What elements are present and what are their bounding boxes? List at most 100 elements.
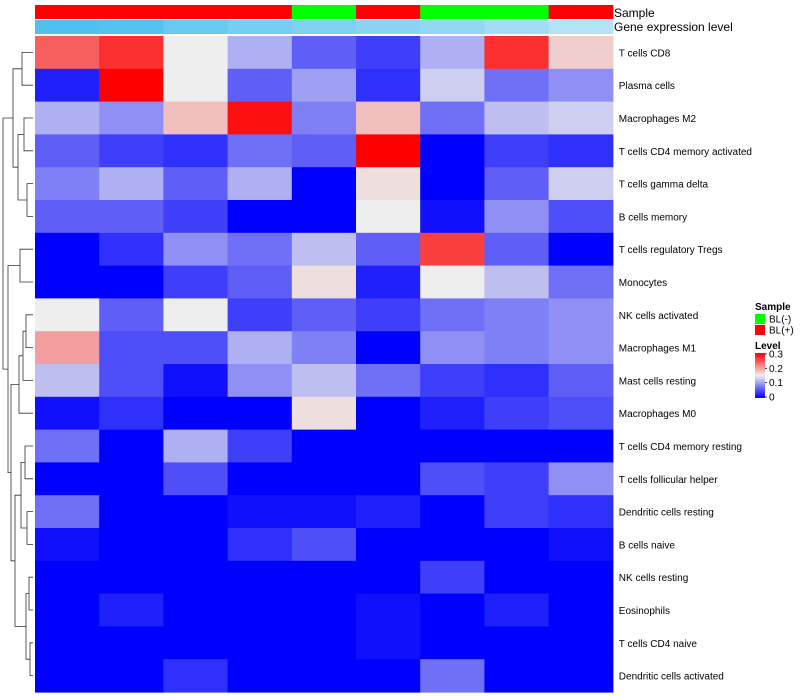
heatmap-cell <box>548 593 614 627</box>
heatmap-cell <box>99 626 164 660</box>
heatmap-cell <box>356 364 421 398</box>
heatmap-cell <box>420 200 485 234</box>
row-label: Dendritic cells activated <box>619 672 724 683</box>
heatmap-cell <box>99 36 164 70</box>
heatmap-cell <box>484 200 550 234</box>
heatmap-cell <box>484 396 550 431</box>
expression-annotation-cell <box>291 20 357 34</box>
heatmap-cell <box>163 364 229 398</box>
heatmap-cell <box>356 68 421 103</box>
heatmap-cell <box>227 528 293 562</box>
heatmap-cell <box>227 101 293 135</box>
sample-annotation-cell <box>99 5 164 19</box>
heatmap-cell <box>420 167 485 201</box>
heatmap-cell <box>99 134 164 168</box>
heatmap-cell <box>99 593 164 627</box>
dendrogram-branch <box>28 576 33 611</box>
heatmap-cell <box>99 200 164 234</box>
heatmap-cell <box>356 298 421 332</box>
heatmap-cell <box>99 167 164 201</box>
heatmap-cell <box>99 101 164 135</box>
row-label: T cells follicular helper <box>619 475 718 486</box>
heatmap-cell <box>35 429 100 463</box>
heatmap-cell <box>227 659 293 693</box>
dendrogram-branch <box>25 314 33 348</box>
heatmap-cell <box>356 495 421 529</box>
heatmap-cell <box>35 298 100 332</box>
row-label: Plasma cells <box>619 81 675 92</box>
dendrogram-branch <box>29 642 33 676</box>
heatmap-cell <box>548 528 614 562</box>
heatmap-cell <box>227 200 293 234</box>
heatmap-cell <box>484 560 550 595</box>
heatmap-cell <box>291 101 357 135</box>
row-label: T cells CD4 memory activated <box>619 147 752 158</box>
dendrogram-branch <box>19 248 33 283</box>
heatmap-cell <box>163 429 229 463</box>
heatmap-cell <box>163 396 229 431</box>
heatmap-cell <box>356 232 421 267</box>
colorscale-tick-label: 0 <box>769 393 775 404</box>
heatmap-cell <box>356 134 421 168</box>
heatmap-cell <box>163 626 229 660</box>
annotation-label-gene-expression: Gene expression level <box>614 20 733 34</box>
heatmap-cell <box>356 659 421 693</box>
heatmap-cell <box>163 593 229 627</box>
dendrogram-branch <box>2 117 13 370</box>
heatmap-cell <box>356 593 421 627</box>
colorscale-bar <box>755 353 765 398</box>
heatmap-cell <box>484 101 550 135</box>
sample-annotation-cell <box>227 5 293 19</box>
row-label: T cells CD4 naive <box>619 639 698 650</box>
heatmap-cell <box>291 659 357 693</box>
heatmap-cell <box>99 495 164 529</box>
heatmap-cell <box>291 528 357 562</box>
heatmap-cell <box>35 232 100 267</box>
heatmap-cell <box>99 364 164 398</box>
heatmap-cell <box>35 528 100 562</box>
heatmap-cell <box>484 298 550 332</box>
heatmap-cell <box>35 331 100 365</box>
heatmap-cell <box>548 265 614 299</box>
heatmap-cell <box>163 232 229 267</box>
heatmap-cell <box>420 626 485 660</box>
legend-swatch-bl-neg <box>755 314 765 324</box>
heatmap-cell <box>291 68 357 103</box>
heatmap-cell <box>356 331 421 365</box>
row-label: Mast cells resting <box>619 376 696 387</box>
dendrogram-branch <box>12 68 22 168</box>
heatmap-cell <box>227 626 293 660</box>
dendrogram-branch <box>22 330 33 381</box>
heatmap-cell <box>356 429 421 463</box>
heatmap-cell <box>548 134 614 168</box>
heatmap-cell <box>163 528 229 562</box>
heatmap-cell <box>291 429 357 463</box>
dendrogram-branch <box>20 462 27 529</box>
heatmap-cell <box>291 232 357 267</box>
dendrogram-branch <box>17 134 27 201</box>
heatmap-cell <box>548 101 614 135</box>
heatmap-cell <box>548 331 614 365</box>
heatmap-cell <box>548 232 614 267</box>
heatmap-cell <box>291 364 357 398</box>
heatmap-cell <box>420 528 485 562</box>
heatmap-cell <box>163 265 229 299</box>
heatmap-cell <box>291 134 357 168</box>
heatmap-cell <box>99 560 164 595</box>
expression-annotation-cell <box>356 20 421 34</box>
heatmap-cell <box>291 36 357 70</box>
heatmap-cell <box>420 659 485 693</box>
heatmap-cell <box>99 659 164 693</box>
heatmap-cell <box>35 495 100 529</box>
dendrogram-branch <box>24 445 33 480</box>
heatmap-cell <box>484 331 550 365</box>
sample-annotation-cell <box>484 5 550 19</box>
expression-annotation-cell <box>227 20 293 34</box>
row-label: T cells CD8 <box>619 48 671 59</box>
heatmap-cell <box>420 101 485 135</box>
heatmap-cell <box>420 134 485 168</box>
heatmap-cell <box>291 462 357 496</box>
heatmap-cell <box>548 200 614 234</box>
heatmap-cell <box>35 200 100 234</box>
heatmap-cell <box>163 101 229 135</box>
